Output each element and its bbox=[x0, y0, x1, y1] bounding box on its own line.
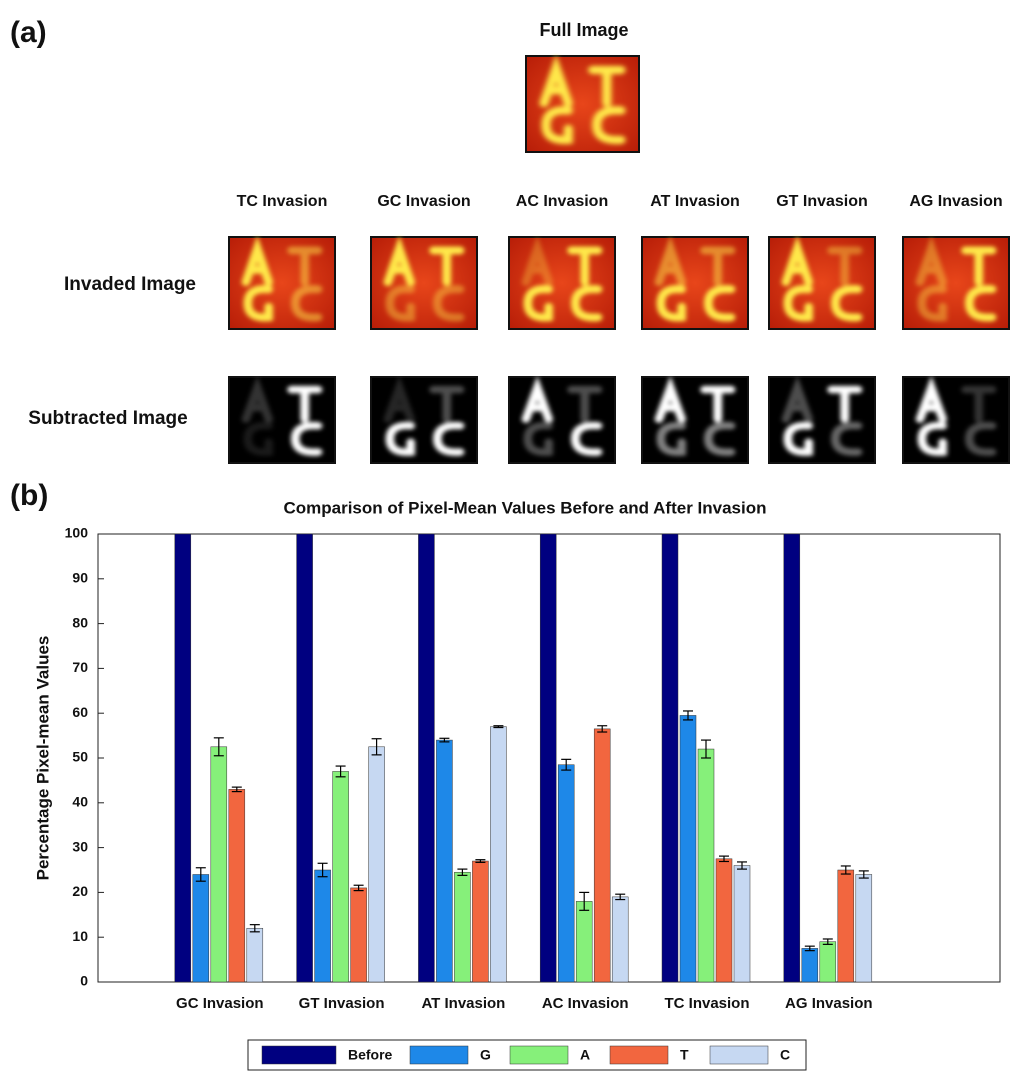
bar bbox=[418, 534, 434, 982]
image bbox=[228, 236, 336, 330]
image bbox=[370, 376, 478, 464]
bar bbox=[472, 861, 488, 982]
page: (a) Full Image Invaded Image Subtracted … bbox=[0, 0, 1011, 1079]
full-image-title: Full Image bbox=[539, 20, 628, 40]
bar bbox=[820, 942, 836, 982]
column-label: TC Invasion bbox=[237, 193, 328, 210]
x-tick-label: AG Invasion bbox=[785, 995, 873, 1012]
bar bbox=[229, 789, 245, 982]
bar bbox=[540, 534, 556, 982]
bar bbox=[490, 727, 506, 982]
bar bbox=[734, 866, 750, 982]
image bbox=[370, 236, 478, 330]
bar bbox=[802, 948, 818, 982]
bar bbox=[333, 771, 349, 982]
column-label: GT Invasion bbox=[776, 193, 868, 210]
legend-label: A bbox=[580, 1047, 590, 1063]
legend-swatch bbox=[410, 1046, 468, 1064]
image bbox=[768, 236, 876, 330]
bar bbox=[558, 765, 574, 982]
panel-label: (b) bbox=[10, 479, 48, 512]
x-tick-label: GT Invasion bbox=[299, 995, 385, 1012]
legend-swatch bbox=[262, 1046, 336, 1064]
bar bbox=[175, 534, 191, 982]
image bbox=[902, 376, 1010, 464]
bar bbox=[662, 534, 678, 982]
bar bbox=[716, 859, 732, 982]
y-tick-label: 100 bbox=[65, 525, 89, 541]
bar bbox=[784, 534, 800, 982]
bar bbox=[193, 874, 209, 982]
y-tick-label: 90 bbox=[72, 570, 88, 586]
column-label: AC Invasion bbox=[516, 193, 608, 210]
image bbox=[641, 376, 749, 464]
y-tick-label: 30 bbox=[72, 838, 88, 854]
bar bbox=[680, 715, 696, 982]
y-tick-label: 0 bbox=[80, 973, 88, 989]
legend-label: T bbox=[680, 1047, 689, 1063]
row-label: Subtracted Image bbox=[28, 408, 187, 429]
image bbox=[508, 376, 616, 464]
image bbox=[641, 236, 749, 330]
bar bbox=[351, 888, 367, 982]
panel-label: (a) bbox=[10, 16, 47, 49]
column-label: AT Invasion bbox=[650, 193, 740, 210]
bar bbox=[856, 874, 872, 982]
y-tick-label: 20 bbox=[72, 883, 88, 899]
y-axis-label: Percentage Pixel-mean Values bbox=[33, 636, 52, 881]
y-tick-label: 60 bbox=[72, 704, 88, 720]
bar bbox=[247, 928, 263, 982]
bar bbox=[594, 729, 610, 982]
image bbox=[228, 376, 336, 464]
column-label: GC Invasion bbox=[377, 193, 470, 210]
legend-swatch bbox=[610, 1046, 668, 1064]
y-tick-label: 70 bbox=[72, 659, 88, 675]
x-tick-label: AT Invasion bbox=[421, 995, 505, 1012]
bar bbox=[838, 870, 854, 982]
legend-label: Before bbox=[348, 1047, 393, 1063]
bar bbox=[454, 872, 470, 982]
figure: (a) Full Image Invaded Image Subtracted … bbox=[0, 0, 1011, 1074]
x-tick-label: AC Invasion bbox=[542, 995, 629, 1012]
bar bbox=[436, 740, 452, 982]
image bbox=[902, 236, 1010, 330]
legend-swatch bbox=[510, 1046, 568, 1064]
legend-label: C bbox=[780, 1047, 790, 1063]
image bbox=[525, 55, 640, 153]
bar bbox=[315, 870, 331, 982]
bar bbox=[612, 897, 628, 982]
x-tick-label: TC Invasion bbox=[664, 995, 749, 1012]
y-tick-label: 80 bbox=[72, 614, 88, 630]
bar bbox=[297, 534, 313, 982]
legend-label: G bbox=[480, 1047, 491, 1063]
y-tick-label: 50 bbox=[72, 749, 88, 765]
image bbox=[768, 376, 876, 464]
column-label: AG Invasion bbox=[909, 193, 1002, 210]
y-tick-label: 40 bbox=[72, 794, 88, 810]
legend-swatch bbox=[710, 1046, 768, 1064]
image-panel bbox=[228, 55, 1010, 464]
bar bbox=[369, 747, 385, 982]
bar bbox=[211, 747, 227, 982]
row-label: Invaded Image bbox=[64, 274, 196, 295]
x-tick-label: GC Invasion bbox=[176, 995, 264, 1012]
chart-title: Comparison of Pixel-Mean Values Before a… bbox=[283, 498, 766, 517]
bar bbox=[576, 901, 592, 982]
image bbox=[508, 236, 616, 330]
bar bbox=[698, 749, 714, 982]
y-tick-label: 10 bbox=[72, 928, 88, 944]
